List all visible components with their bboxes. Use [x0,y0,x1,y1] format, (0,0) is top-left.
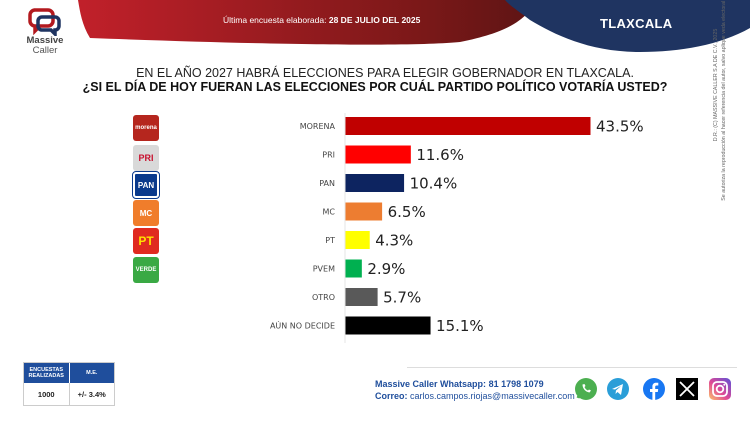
contact-info: Massive Caller Whatsapp: 81 1798 1079 Co… [375,378,575,402]
value-label: 5.7% [383,289,421,307]
survey-date-text: Última encuesta elaborada: 28 DE JULIO D… [223,15,420,25]
bar-morena [345,117,591,135]
category-label: OTRO [312,293,335,302]
party-logo-text: morena [135,125,157,131]
value-label: 11.6% [416,146,464,164]
category-label: AÚN NO DECIDE [270,320,335,331]
bar-pvem [345,259,362,278]
party-logo-mc: MC [133,200,159,226]
party-logo-pan: PAN [132,171,160,199]
party-logo-text: PT [138,234,154,248]
massive-caller-logo: Massive Caller [20,8,70,63]
survey-stats-table: ENCUESTAS REALIZADAS M.E. 1000 +/- 3.4% [23,362,115,406]
brand-line1: Massive [26,35,64,46]
bar-otro [345,288,378,306]
value-label: 4.3% [375,232,413,250]
telegram-icon[interactable] [605,376,630,401]
value-label: 43.5% [596,118,644,136]
header-red-shape [78,0,540,45]
party-logo-pri: PRI [133,145,159,171]
email-link[interactable]: carlos.campos.riojas@massivecaller.com [410,391,575,401]
stats-header-surveys: ENCUESTAS REALIZADAS [24,363,70,383]
whatsapp-number[interactable]: 81 1798 1079 [488,379,544,389]
legal-line1: D.R.: (C) MASSIVE CALLER S.A DE C.V., 20… [713,28,719,142]
category-label: MORENA [300,122,336,131]
party-logo-text: MC [139,208,153,218]
party-logo-text: PRI [138,153,154,163]
whatsapp-label: Massive Caller Whatsapp: [375,379,487,389]
bar-pan [345,174,405,192]
value-label: 6.5% [388,203,426,221]
bar-pt [345,231,370,249]
category-label: PVEM [313,265,335,274]
bar-mc [345,202,383,221]
legal-line2: Se autoriza la reproducción al hacer ref… [721,0,727,201]
party-logo-pvem: VERDE [133,257,159,283]
header-banner [78,0,750,52]
whatsapp-icon[interactable] [573,376,598,401]
party-logo-text: PAN [137,180,155,190]
chat-bubbles-icon [28,8,61,36]
value-label: 15.1% [436,317,484,335]
category-label: PRI [322,151,335,160]
brand-line2: Caller [32,45,58,56]
bar-pri [345,145,411,164]
value-label: 2.9% [367,260,405,278]
party-logo-text: VERDE [135,267,157,273]
category-label: PT [325,236,335,245]
question-title: ¿SI EL DÍA DE HOY FUERAN LAS ELECCIONES … [82,80,668,94]
stats-margin-value: +/- 3.4% [77,389,106,399]
email-label: Correo: [375,391,408,401]
survey-date-value: 28 DE JULIO DEL 2025 [328,15,421,25]
value-label: 10.4% [410,175,458,193]
instagram-icon[interactable] [707,376,732,401]
region-label: TLAXCALA [600,16,673,31]
x-icon[interactable] [674,376,699,401]
party-logo-pt: PT [133,228,159,254]
category-label: MC [323,208,336,217]
facebook-icon[interactable] [641,376,666,401]
footer-divider [407,367,737,368]
header-navy-shape [505,0,750,52]
category-label: PAN [319,179,335,188]
party-logo-morena: morena [133,115,159,141]
question-intro: EN EL AÑO 2027 HABRÁ ELECCIONES PARA ELE… [136,66,634,80]
bar-a-n-no-decide [345,316,431,335]
survey-date-label: Última encuesta elaborada: [223,15,327,25]
stats-surveys-value: 1000 [24,383,70,405]
stats-header-margin: M.E. [86,370,98,376]
